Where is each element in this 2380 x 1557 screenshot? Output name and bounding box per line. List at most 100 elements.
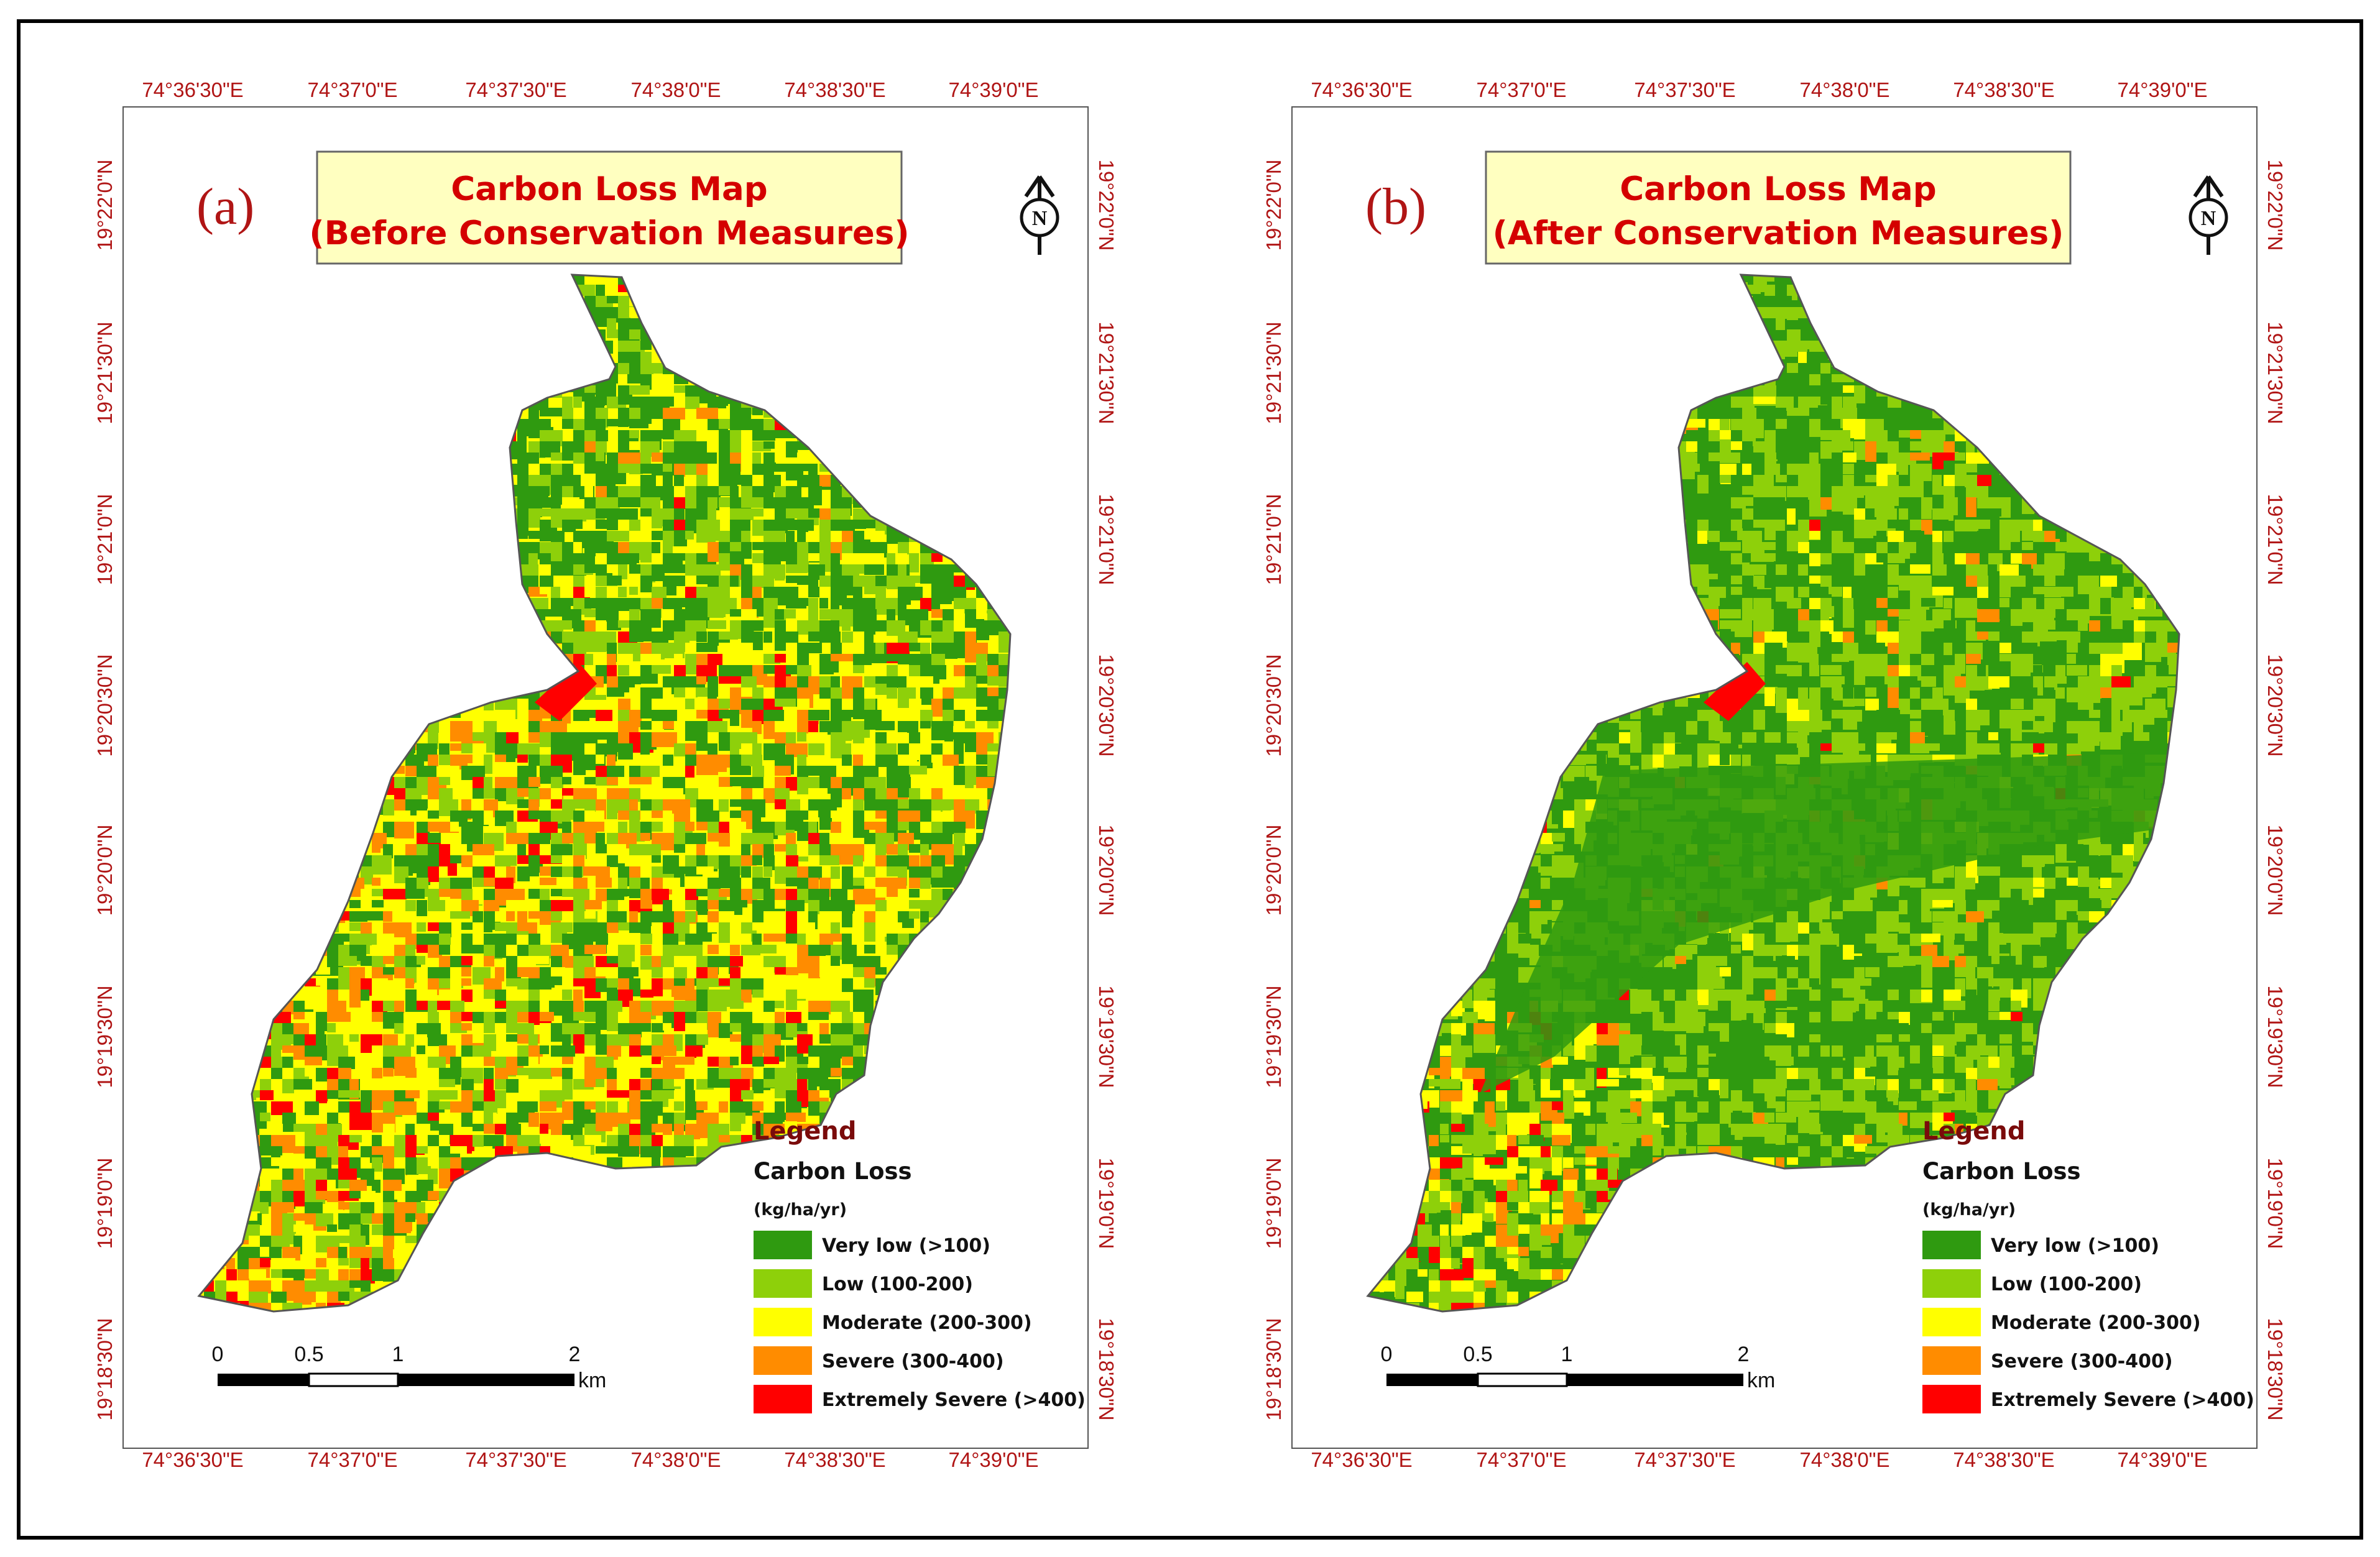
raster-cell [584,475,593,487]
raster-cell [842,911,852,927]
raster-cell [484,922,492,932]
raster-cell [607,922,619,933]
raster-cell [629,385,650,395]
raster-cell [618,822,627,836]
raster-cell [260,1079,274,1093]
raster-cell [506,1012,517,1025]
raster-cell [327,1180,336,1193]
raster-cell [562,788,576,796]
raster-cell [640,755,650,765]
raster-cell [607,576,622,586]
raster-cell [831,598,839,612]
raster-cell [607,318,616,330]
raster-cell [640,1068,653,1078]
raster-cell [730,799,743,807]
raster-cell [708,1023,721,1037]
raster-cell [853,743,870,753]
raster-cell [517,755,528,763]
raster-cell [417,956,425,965]
raster-cell [708,576,720,588]
raster-cell [282,1113,296,1132]
raster-cell [831,811,844,818]
raster-cell [461,945,484,953]
raster-cell [629,866,643,879]
raster-cell [607,766,624,777]
raster-cell [607,1034,631,1046]
raster-cell [517,900,542,912]
raster-cell [282,1135,292,1149]
raster-cell [439,777,450,785]
raster-cell [864,632,874,643]
raster-cell [540,419,553,431]
raster-cell [875,643,884,654]
raster-cell [551,911,564,921]
raster-cell [652,363,663,374]
raster-cell [808,553,820,561]
raster-cell [450,844,467,858]
raster-cell [719,788,729,796]
raster-cell [864,833,879,844]
lon-tick-top: 74°39'0"E [949,78,1039,101]
raster-cell [741,520,750,533]
raster-cell [629,553,639,563]
raster-cell [752,1101,767,1111]
raster-cell [573,1034,588,1054]
raster-cell [629,419,648,428]
raster-cell [674,1113,685,1125]
raster-cell [898,732,907,740]
raster-cell [663,822,676,833]
raster-cell [584,1012,597,1022]
raster-cell [618,587,627,597]
raster-cell [652,1135,663,1146]
raster-cell [573,900,586,913]
raster-cell [708,945,720,954]
raster-cell [338,1169,357,1180]
raster-cell [372,1012,384,1022]
raster-cell [976,598,988,610]
raster-cell [607,1023,619,1031]
raster-cell [652,1057,661,1064]
raster-cell [663,1057,675,1069]
raster-cell [293,1023,309,1036]
raster-cell [260,1202,269,1214]
raster-cell [484,732,496,753]
raster-cell [596,1146,620,1154]
raster-cell [629,911,638,925]
raster-cell [819,855,839,865]
raster-cell [887,844,900,855]
raster-cell [685,1045,703,1058]
raster-cell [439,866,448,880]
raster-cell [831,508,851,520]
raster-cell [349,1113,374,1130]
raster-cell [696,464,710,477]
raster-cell [417,1124,430,1136]
raster-cell [708,1079,730,1088]
raster-cell [797,777,811,794]
raster-cell [450,766,459,786]
raster-cell [987,743,999,751]
raster-cell [394,811,410,820]
raster-cell [685,1146,694,1156]
raster-cell [708,1124,729,1136]
lon-tick-top: 74°37'30"E [465,78,566,101]
raster-cell [584,576,597,587]
raster-cell [417,1057,430,1070]
raster-cell [887,766,910,778]
raster-cell [640,721,653,730]
raster-cell [842,587,853,595]
raster-cell [685,822,694,831]
raster-cell [584,721,607,731]
raster-cell [797,520,814,532]
raster-cell [719,632,738,640]
raster-cell [461,1023,472,1031]
raster-cell [528,833,550,845]
raster-cell [674,889,687,901]
raster-cell [853,553,867,564]
raster-cell [528,576,538,588]
raster-cell [573,755,586,775]
raster-cell [629,598,641,610]
raster-cell [338,934,350,942]
raster-cell [931,576,944,589]
raster-cell [584,1068,599,1082]
raster-cell [573,452,587,464]
